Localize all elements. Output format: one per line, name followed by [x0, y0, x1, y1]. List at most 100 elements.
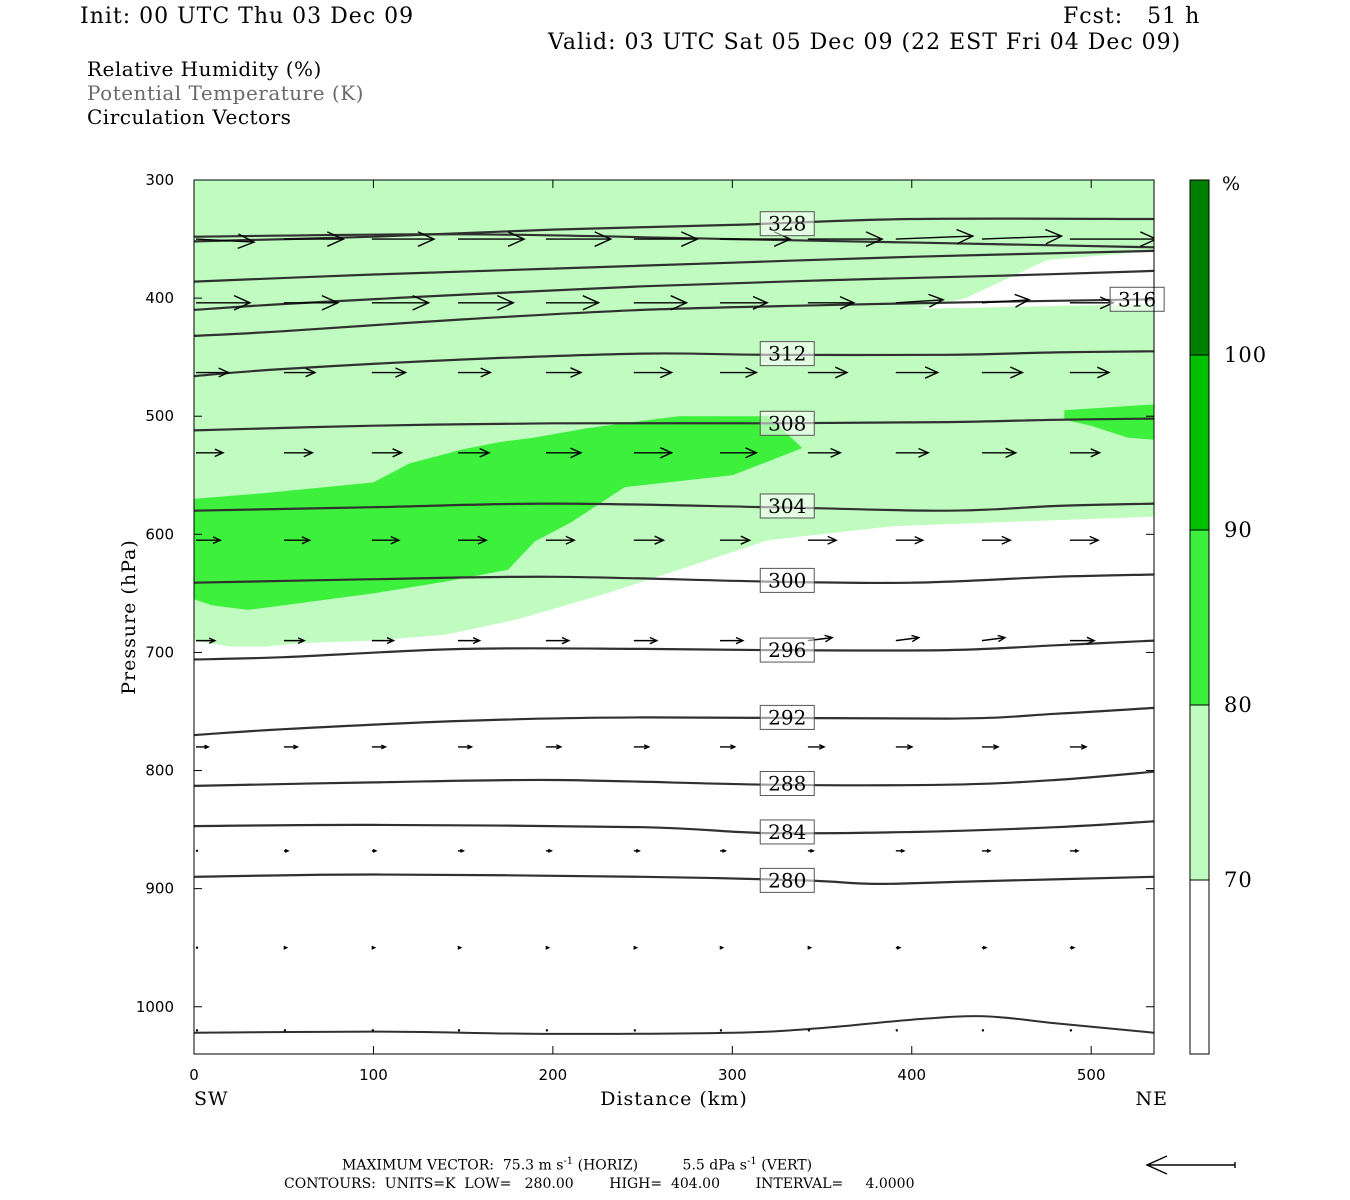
vector-shaft	[981, 636, 1005, 642]
vector-head	[390, 535, 401, 545]
vector-dot	[807, 1029, 811, 1032]
colorbar: % 70 80 90 100	[1189, 173, 1266, 1055]
circulation-vector	[719, 945, 725, 950]
circulation-vector	[196, 294, 252, 311]
x-tick-label: 0	[189, 1066, 199, 1084]
terrain-surface-line	[194, 1015, 1154, 1035]
vector-head	[1005, 447, 1018, 459]
y-tick-label: 500	[145, 407, 174, 425]
circulation-vector	[371, 294, 431, 311]
vector-head	[479, 447, 491, 458]
circulation-vector	[719, 744, 737, 750]
circulation-vector	[457, 848, 466, 853]
contour-label-text: 300	[768, 568, 806, 592]
circulation-vector	[1069, 848, 1080, 853]
circulation-vector	[633, 1029, 637, 1032]
contour-label-box	[759, 867, 815, 893]
colorbar-segment	[1190, 880, 1209, 1054]
colorbar-segment	[1190, 355, 1209, 530]
circulation-vector	[545, 1029, 549, 1032]
contour-label-box	[759, 819, 815, 845]
vector-head	[283, 945, 289, 950]
circulation-vector	[633, 447, 674, 459]
colorbar-unit: %	[1222, 173, 1241, 195]
vector-head	[284, 848, 290, 853]
circulation-vector	[719, 1029, 723, 1032]
y-tick-label: 800	[145, 762, 174, 780]
colorbar-level-label: 90	[1224, 518, 1253, 542]
circulation-vector	[545, 231, 613, 247]
vector-layer	[195, 228, 1154, 1032]
circulation-vector	[807, 231, 884, 247]
vector-shaft	[981, 235, 1062, 240]
vector-head	[839, 295, 856, 310]
contour-label-text: 292	[768, 705, 806, 729]
theta-contour-332	[194, 233, 1154, 249]
valid-time: Valid: 03 UTC Sat 05 Dec 09 (22 EST Fri …	[548, 30, 1182, 55]
circulation-vector	[1069, 744, 1088, 750]
vector-head	[233, 294, 252, 311]
contour-label-text: 304	[768, 494, 806, 518]
circulation-vector	[981, 535, 1012, 545]
legend-circulation-vectors: Circulation Vectors	[87, 105, 292, 129]
x-tick-label: 200	[539, 1066, 568, 1084]
circulation-vector	[981, 848, 992, 853]
vector-head	[1045, 228, 1064, 245]
vector-head	[911, 634, 921, 643]
contour-label-300: 300	[759, 567, 815, 593]
circulation-vector	[195, 946, 199, 949]
theta-contour-296	[194, 639, 1154, 661]
vector-head	[460, 848, 466, 853]
circulation-vector	[371, 231, 436, 247]
y-tick-label: 700	[145, 643, 174, 661]
vector-head	[561, 636, 571, 645]
circulation-vector	[457, 637, 482, 645]
circulation-vector	[371, 848, 378, 853]
circulation-vector	[633, 231, 700, 247]
circulation-vector	[1069, 535, 1100, 545]
contour-label-284: 284	[759, 819, 815, 845]
circulation-vector	[981, 744, 1000, 750]
vector-head	[810, 848, 816, 853]
rh-region-80-3	[194, 416, 803, 610]
vector-head	[472, 637, 482, 645]
vector-head	[218, 367, 231, 378]
contour-label-text: 288	[768, 772, 806, 796]
vector-head	[594, 231, 613, 247]
circulation-vector	[195, 233, 256, 250]
vector-head	[1089, 535, 1100, 545]
vector-head	[660, 447, 674, 459]
vector-head	[507, 231, 526, 247]
vector-head	[467, 744, 474, 750]
circulation-vector	[895, 366, 940, 379]
vector-head	[827, 535, 838, 545]
circulation-vector	[719, 636, 745, 645]
rh-region-80-4	[1064, 404, 1154, 440]
vector-head	[204, 744, 210, 750]
vector-head	[208, 637, 217, 644]
vector-head	[643, 744, 651, 750]
vector-dot	[195, 946, 199, 949]
circulation-vector	[545, 535, 576, 545]
vector-head	[582, 295, 601, 311]
contour-label-box	[1109, 286, 1165, 312]
theta-contour-324	[194, 249, 1154, 283]
circulation-vector	[719, 366, 759, 379]
y-tick-label: 1000	[136, 998, 174, 1016]
vector-head	[918, 447, 930, 458]
circulation-vector	[545, 367, 583, 378]
vector-head	[830, 447, 843, 458]
vector-head	[457, 945, 463, 950]
vector-head	[681, 231, 700, 247]
circulation-vector	[981, 366, 1025, 379]
vector-dot	[283, 1029, 287, 1032]
circulation-vector	[633, 744, 651, 750]
circulation-vector	[283, 536, 312, 545]
colorbar-segment	[1190, 705, 1209, 880]
circulation-vector	[545, 295, 601, 311]
circulation-vector	[895, 848, 906, 853]
circulation-vector	[196, 744, 210, 750]
vector-dot	[895, 1029, 899, 1032]
vector-head	[212, 536, 222, 545]
